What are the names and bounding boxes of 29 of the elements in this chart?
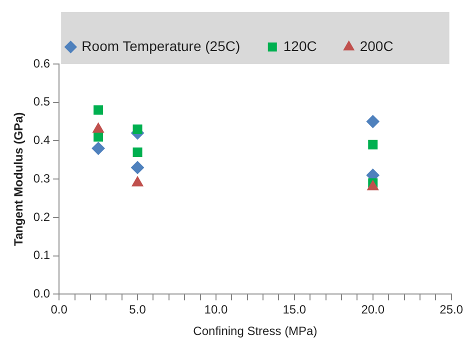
x-tick-label: 10.0 bbox=[204, 302, 228, 317]
point bbox=[368, 140, 378, 150]
x-tick-label: 25.0 bbox=[440, 302, 464, 317]
y-tick-label: 0.2 bbox=[33, 210, 50, 224]
y-tick-label: 0.6 bbox=[33, 56, 50, 70]
x-tick-label: 5.0 bbox=[129, 302, 146, 317]
point bbox=[132, 176, 144, 186]
point bbox=[94, 132, 104, 142]
point bbox=[92, 142, 105, 155]
y-tick-label: 0.4 bbox=[33, 133, 50, 148]
point bbox=[132, 148, 142, 157]
point bbox=[94, 105, 104, 115]
legend-label: 120C bbox=[283, 38, 317, 54]
point bbox=[131, 161, 144, 174]
y-tick-label: 0.5 bbox=[33, 94, 50, 109]
x-axis-title: Confining Stress (MPa) bbox=[193, 324, 318, 338]
point bbox=[92, 122, 104, 133]
y-tick-label: 0.0 bbox=[33, 286, 50, 301]
legend-label: Room Temperature (25C) bbox=[82, 38, 240, 54]
x-tick-label: 0.0 bbox=[50, 302, 68, 317]
point bbox=[132, 124, 142, 134]
y-tick-label: 0.3 bbox=[33, 171, 50, 186]
legend-label: 200C bbox=[360, 38, 394, 54]
y-axis-title: Tangent Modulus (GPa) bbox=[12, 112, 26, 246]
x-tick-label: 15.0 bbox=[282, 302, 306, 317]
point bbox=[366, 115, 380, 128]
point bbox=[367, 180, 379, 190]
x-tick-label: 20.0 bbox=[361, 302, 385, 317]
y-tick-label: 0.1 bbox=[33, 248, 50, 262]
